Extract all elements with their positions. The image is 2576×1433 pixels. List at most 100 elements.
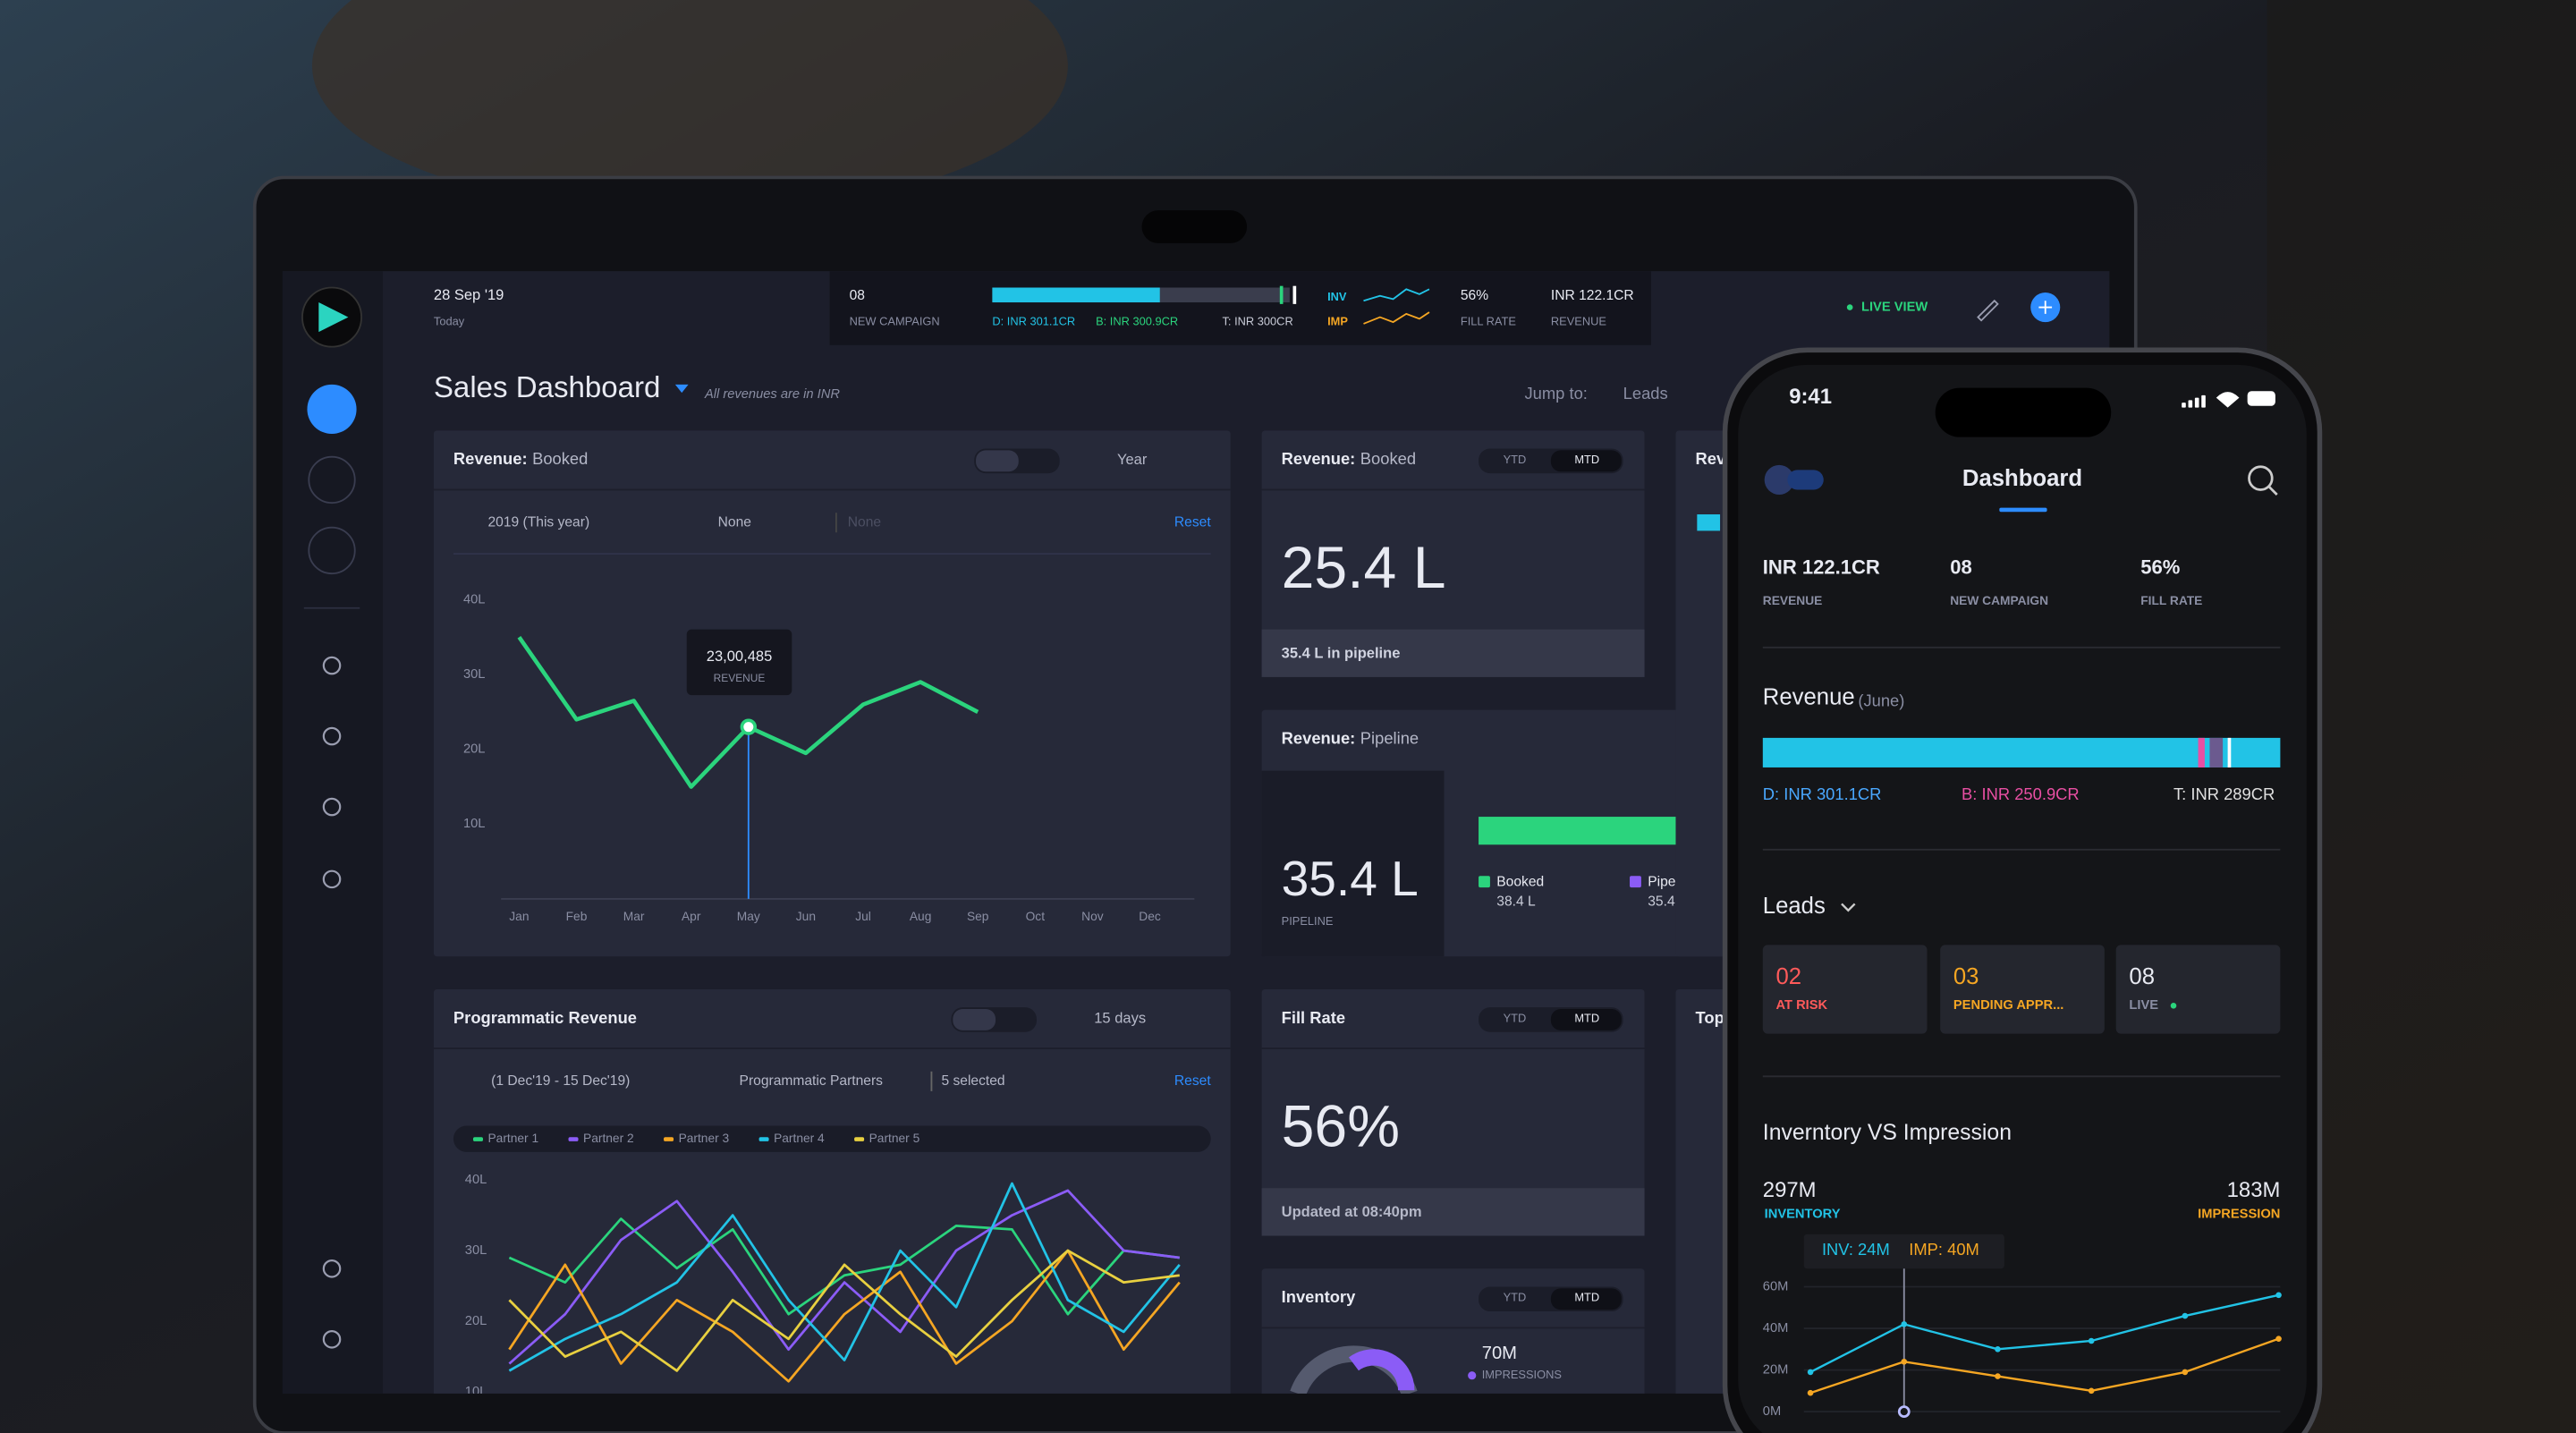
- y-tick-label: 40L: [463, 592, 486, 606]
- label: Leads: [1623, 384, 1668, 403]
- label: Fill Rate: [1282, 1008, 1345, 1027]
- label: IMP: 40M: [1909, 1240, 1979, 1259]
- series-line: [1809, 1337, 2279, 1395]
- point: [2088, 1387, 2095, 1395]
- signal-icon: [2201, 394, 2206, 408]
- label: 08: [1950, 555, 1972, 578]
- label: All revenues are in INR: [704, 387, 840, 402]
- card: [1261, 430, 1645, 677]
- tab-indicator: [1999, 507, 2047, 513]
- bar-marker: [2209, 737, 2224, 767]
- card-footer: [1261, 629, 1645, 677]
- label: 35.4 L: [1282, 851, 1419, 906]
- toggle-active: [976, 450, 1019, 472]
- bar: [1697, 514, 1721, 531]
- label: 70M: [1482, 1344, 1517, 1363]
- toggle-option[interactable]: YTD: [1504, 1291, 1527, 1304]
- label: FILL RATE: [2140, 594, 2202, 607]
- toggle-active: [1550, 1288, 1622, 1310]
- label: (June): [1858, 691, 1904, 709]
- search-icon[interactable]: [2248, 465, 2274, 491]
- label: Revenue:: [1282, 729, 1356, 748]
- nav-icon: [308, 526, 356, 575]
- x-tick-label: May: [737, 910, 760, 923]
- nav-dashboard[interactable]: [307, 384, 357, 435]
- label: B: INR 300.9CR: [1096, 314, 1178, 327]
- label: 02: [1776, 964, 1802, 989]
- edit-icon: [1977, 299, 1999, 322]
- card: [433, 430, 1231, 957]
- lead-card[interactable]: [1940, 945, 2105, 1034]
- phone-screen: [1738, 364, 2307, 1433]
- label: REVENUE: [1551, 314, 1607, 327]
- x-tick-label: Apr: [682, 910, 701, 923]
- legend-entry: Partner 4: [774, 1132, 825, 1145]
- panel: [1279, 285, 1284, 304]
- legend-swatch: [664, 1137, 674, 1141]
- y-tick-label: 10L: [463, 817, 486, 831]
- label: Today: [434, 314, 465, 327]
- label: 23,00,485: [707, 648, 772, 665]
- toggle-option[interactable]: MTD: [1574, 453, 1599, 466]
- label: AT RISK: [1776, 998, 1828, 1013]
- legend-dot: [1468, 1371, 1477, 1380]
- label: 56%: [1461, 288, 1488, 303]
- label: Leads: [1763, 894, 1826, 919]
- tooltip: [1803, 1234, 2004, 1269]
- profile-logo: [1764, 464, 1794, 495]
- label: Top: [1696, 1008, 1724, 1027]
- sparkline: [1363, 288, 1430, 302]
- legend-entry: Partner 1: [488, 1132, 539, 1145]
- label: Programmatic Partners: [740, 1073, 884, 1089]
- x-tick-label: Sep: [967, 910, 989, 923]
- card: [1261, 988, 1645, 1236]
- label: PIPELINE: [1282, 914, 1334, 928]
- reset-link[interactable]: Reset: [1174, 514, 1211, 530]
- label: 183M: [2227, 1178, 2281, 1202]
- panel: [1292, 285, 1297, 304]
- card-block: [1261, 770, 1445, 957]
- label: 15 days: [1094, 1009, 1146, 1026]
- donut-segment: [1348, 1349, 1415, 1391]
- dynamic-island: [1935, 387, 2112, 437]
- x-tick-label: Jul: [855, 910, 871, 923]
- label: Inventory: [1282, 1287, 1356, 1306]
- label: Revenue: [1763, 685, 1855, 710]
- phone-app: 9:41 Dashboard INR 122.1CR REVENUE 08 NEW CAM…: [1762, 385, 2282, 1419]
- label: Booked: [532, 449, 588, 468]
- lead-card[interactable]: [1762, 945, 1928, 1034]
- toggle-option[interactable]: MTD: [1574, 1011, 1599, 1024]
- page-title: Sales Dashboard: [434, 371, 660, 404]
- toggle-active: [953, 1009, 996, 1030]
- label: 25.4 L: [1282, 535, 1446, 601]
- signal-icon: [2182, 403, 2186, 408]
- label: T: INR 289CR: [2174, 784, 2275, 803]
- reset-link[interactable]: Reset: [1174, 1073, 1211, 1089]
- toggle-option[interactable]: YTD: [1504, 1011, 1527, 1024]
- lead-card[interactable]: [2115, 945, 2281, 1034]
- signal-icon: [2188, 400, 2193, 408]
- toggle-option[interactable]: MTD: [1574, 1291, 1599, 1304]
- x-tick-label: Dec: [1139, 910, 1161, 923]
- point: [1807, 1389, 1814, 1396]
- label: Booked: [1496, 875, 1544, 890]
- live-view-button[interactable]: LIVE VIEW: [1861, 300, 1928, 314]
- brand-badge: [1787, 470, 1824, 490]
- label: 297M: [1763, 1178, 1817, 1202]
- label: Revenue:: [453, 449, 528, 468]
- legend-entry: Partner 2: [583, 1132, 634, 1145]
- point: [1995, 1373, 2001, 1379]
- label: D: INR 301.1CR: [1763, 784, 1882, 803]
- y-tick-label: 20L: [465, 1314, 487, 1328]
- label: B: INR 250.9CR: [1962, 784, 2080, 803]
- point-marker: [740, 718, 758, 735]
- label: Jump to:: [1524, 384, 1587, 403]
- legend-swatch: [472, 1137, 483, 1141]
- label: 35.4 L in pipeline: [1282, 645, 1401, 662]
- tooltip: [686, 629, 792, 696]
- x-tick-label: Jan: [509, 910, 529, 923]
- label: 56%: [1282, 1093, 1400, 1159]
- toggle-option[interactable]: YTD: [1504, 453, 1527, 466]
